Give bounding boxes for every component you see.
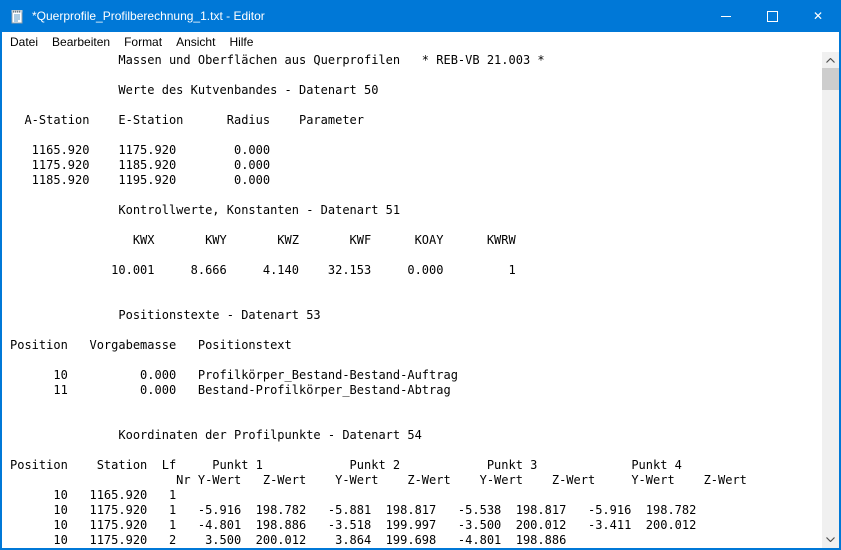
scroll-down-button[interactable] (822, 531, 839, 548)
close-icon: ✕ (812, 9, 824, 23)
window-title: *Querprofile_Profilberechnung_1.txt - Ed… (32, 9, 265, 23)
minimize-icon (721, 15, 731, 17)
menu-bar: Datei Bearbeiten Format Ansicht Hilfe (2, 32, 839, 52)
chevron-down-icon (826, 537, 835, 542)
maximize-icon (766, 10, 778, 22)
editor-area: Massen und Oberflächen aus Querprofilen … (2, 52, 839, 548)
menu-item-bearbeiten[interactable]: Bearbeiten (52, 35, 111, 49)
menu-item-format[interactable]: Format (124, 35, 163, 49)
minimize-button[interactable] (703, 0, 749, 32)
menu-item-hilfe[interactable]: Hilfe (229, 35, 254, 49)
scroll-up-button[interactable] (822, 52, 839, 69)
vertical-scrollbar[interactable] (822, 52, 839, 548)
caption-buttons: ✕ (703, 0, 841, 32)
maximize-button[interactable] (749, 0, 795, 32)
title-bar[interactable]: *Querprofile_Profilberechnung_1.txt - Ed… (0, 0, 841, 32)
close-button[interactable]: ✕ (795, 0, 841, 32)
menu-item-datei[interactable]: Datei (10, 35, 39, 49)
menu-item-ansicht[interactable]: Ansicht (176, 35, 216, 49)
chevron-up-icon (826, 58, 835, 63)
text-content[interactable]: Massen und Oberflächen aus Querprofilen … (10, 53, 747, 547)
scrollbar-thumb[interactable] (822, 68, 839, 90)
notepad-app-icon[interactable] (9, 8, 25, 24)
